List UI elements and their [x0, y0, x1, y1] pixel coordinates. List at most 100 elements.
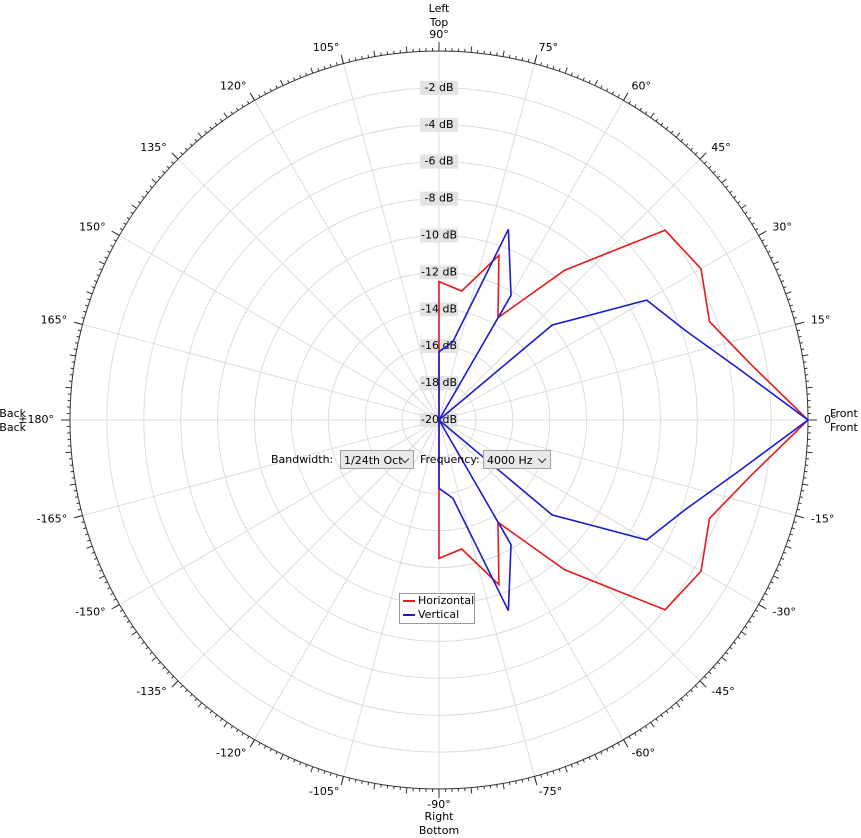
- minor-tick: [86, 545, 93, 549]
- minor-tick: [98, 261, 105, 265]
- ring-label-bg: [420, 228, 458, 243]
- minor-tick: [75, 342, 79, 344]
- minor-tick: [184, 147, 188, 151]
- minor-tick: [354, 57, 357, 61]
- minor-tick: [611, 91, 615, 95]
- minor-tick: [219, 718, 223, 722]
- tick-mark: [249, 739, 255, 748]
- minor-tick: [740, 631, 747, 636]
- minor-tick: [149, 185, 153, 189]
- minor-tick: [123, 615, 127, 618]
- minor-tick: [712, 666, 716, 670]
- tick-mark: [171, 680, 179, 688]
- minor-tick: [767, 250, 771, 253]
- minor-tick: [373, 783, 376, 790]
- minor-tick: [521, 57, 524, 61]
- minor-tick: [126, 620, 130, 624]
- minor-tick: [93, 557, 98, 560]
- frequency-select[interactable]: 4000 Hz: [483, 450, 551, 469]
- minor-tick: [600, 751, 603, 755]
- direction-label: Bottom: [419, 824, 459, 837]
- angle-label: 60°: [632, 80, 652, 93]
- minor-tick: [798, 335, 802, 338]
- minor-tick: [335, 62, 338, 66]
- minor-tick: [162, 170, 166, 174]
- minor-tick: [348, 58, 351, 63]
- minor-tick: [680, 698, 684, 702]
- minor-tick: [729, 646, 733, 650]
- minor-tick: [576, 74, 579, 79]
- direction-label: Left: [429, 2, 450, 15]
- minor-tick: [764, 592, 768, 596]
- minor-tick: [131, 204, 138, 209]
- minor-tick: [299, 761, 302, 766]
- minor-tick: [235, 729, 239, 733]
- minor-tick: [783, 286, 787, 289]
- ring-label: -12 dB: [421, 265, 457, 278]
- tick-mark: [623, 92, 629, 101]
- legend-swatch: [403, 600, 415, 602]
- minor-tick: [73, 348, 77, 351]
- minor-tick: [110, 244, 114, 248]
- minor-tick: [241, 104, 244, 108]
- minor-tick: [639, 107, 643, 111]
- minor-tick: [600, 85, 603, 89]
- minor-tick: [230, 725, 234, 729]
- minor-tick: [83, 527, 87, 530]
- minor-tick: [69, 483, 76, 486]
- ring-label: -8 dB: [425, 192, 454, 205]
- minor-tick: [801, 348, 805, 351]
- minor-tick: [680, 138, 684, 142]
- minor-tick: [123, 222, 127, 225]
- minor-tick: [137, 200, 141, 204]
- minor-tick: [655, 118, 659, 122]
- grid-spoke: [438, 419, 759, 605]
- minor-tick: [675, 702, 681, 708]
- direction-label: Top: [429, 16, 449, 29]
- angle-label: 165°: [41, 313, 68, 326]
- minor-tick: [263, 91, 267, 95]
- minor-tick: [317, 68, 320, 72]
- minor-tick: [361, 780, 363, 784]
- minor-tick: [166, 671, 170, 675]
- minor-tick: [796, 508, 801, 511]
- tick-mark: [758, 604, 767, 610]
- tick-mark: [534, 54, 538, 64]
- minor-tick: [317, 768, 320, 772]
- minor-tick: [275, 751, 278, 755]
- minor-tick: [748, 620, 752, 624]
- minor-tick: [104, 581, 108, 584]
- tick-mark: [73, 515, 83, 519]
- minor-tick: [789, 533, 793, 536]
- angle-label: 0°: [824, 413, 837, 426]
- legend-swatch: [403, 614, 415, 616]
- minor-tick: [690, 689, 694, 693]
- minor-tick: [180, 685, 184, 688]
- minor-tick: [77, 329, 82, 332]
- angle-label: -150°: [75, 606, 105, 619]
- minor-tick: [694, 152, 698, 155]
- minor-tick: [675, 132, 681, 138]
- minor-tick: [778, 563, 782, 566]
- angle-label: 90°: [429, 28, 449, 41]
- tick-mark: [699, 152, 707, 160]
- minor-tick: [81, 521, 85, 524]
- minor-tick: [280, 754, 284, 761]
- minor-tick: [470, 46, 473, 53]
- minor-tick: [660, 122, 664, 126]
- minor-tick: [141, 641, 145, 645]
- minor-tick: [85, 304, 89, 307]
- minor-tick: [521, 779, 524, 783]
- minor-tick: [65, 386, 72, 389]
- bandwidth-select[interactable]: 1/24th Oct: [340, 450, 414, 469]
- minor-tick: [373, 50, 376, 57]
- minor-tick: [717, 661, 721, 665]
- minor-tick: [354, 779, 357, 783]
- bandwidth-label: Bandwidth:: [271, 453, 334, 466]
- tick-mark: [111, 230, 120, 236]
- angle-label: -30°: [772, 606, 795, 619]
- minor-tick: [194, 698, 198, 702]
- minor-tick: [733, 641, 737, 645]
- grid-spoke: [254, 419, 440, 740]
